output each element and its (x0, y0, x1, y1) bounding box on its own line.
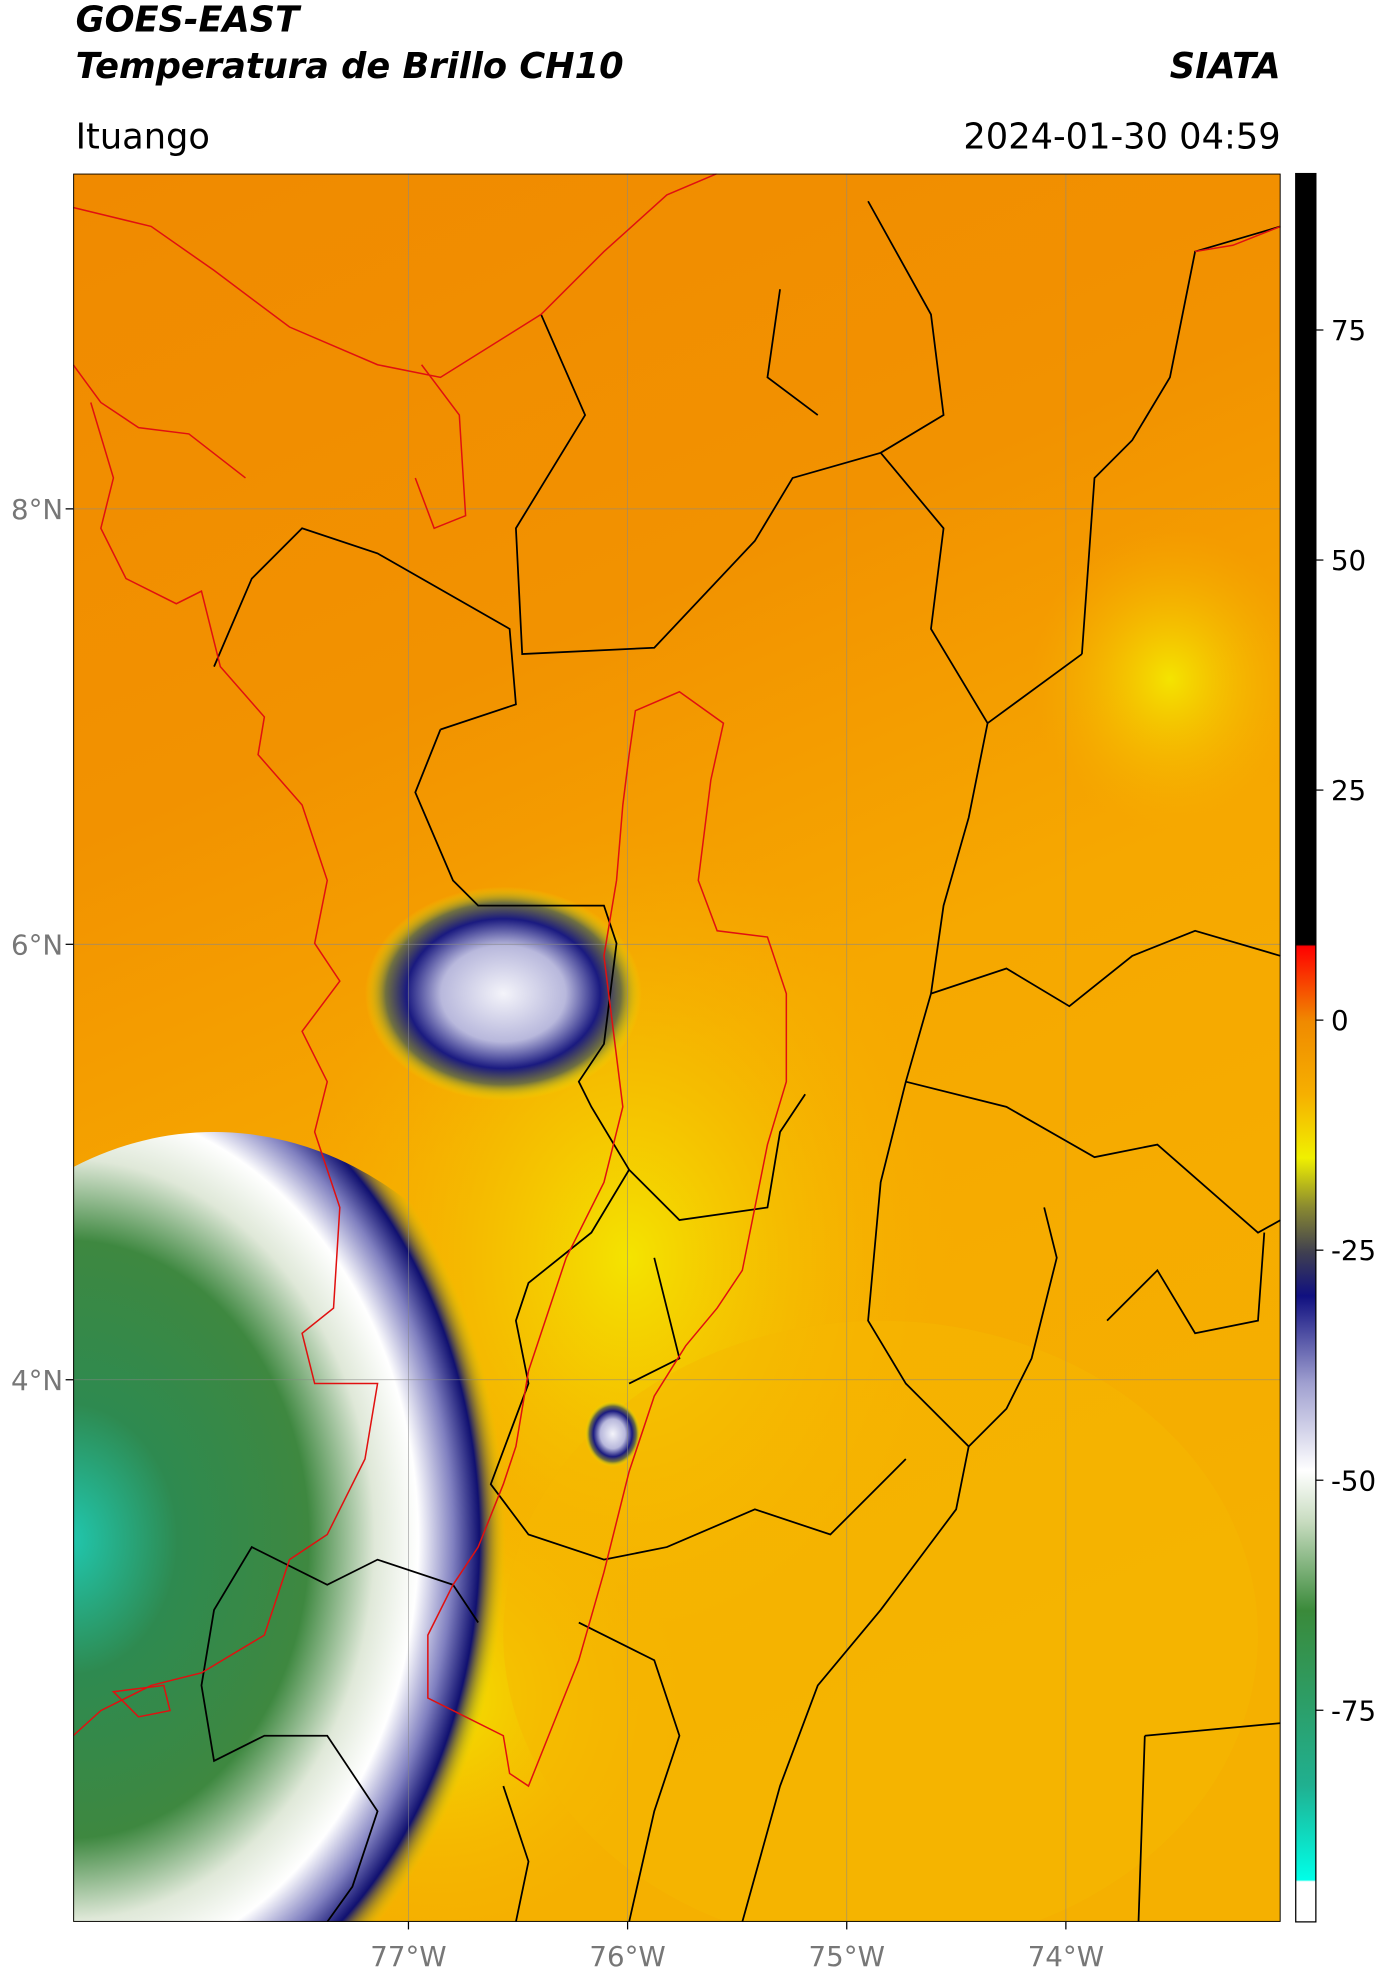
location: Ituango (76, 116, 210, 157)
x-tick-label: 77°W (370, 1940, 446, 1973)
y-tick-label: 4°N (11, 1364, 63, 1397)
colorbar (1295, 172, 1317, 1923)
colorbar-tick-label: 25 (1331, 774, 1366, 807)
colorbar-tick-label: -50 (1331, 1464, 1376, 1497)
y-tick-label: 8°N (11, 493, 63, 526)
colorbar-tick-label: 0 (1331, 1004, 1349, 1037)
x-tick-label: 74°W (1028, 1940, 1104, 1973)
datetime: 2024-01-30 04:59 (963, 116, 1280, 157)
subtitle: Temperatura de Brillo CH10 (76, 46, 624, 87)
y-tick-label: 6°N (11, 928, 63, 961)
colorbar-tick-label: -75 (1331, 1694, 1376, 1727)
colorbar-tick-label: 50 (1331, 544, 1366, 577)
source: SIATA (1170, 46, 1281, 87)
x-tick-label: 76°W (589, 1940, 665, 1973)
x-tick-label: 75°W (809, 1940, 885, 1973)
colorbar-tick-label: 75 (1331, 314, 1366, 347)
map-image (73, 173, 1281, 1922)
title: GOES-EAST (76, 0, 302, 40)
colorbar-tick-label: -25 (1331, 1234, 1376, 1267)
